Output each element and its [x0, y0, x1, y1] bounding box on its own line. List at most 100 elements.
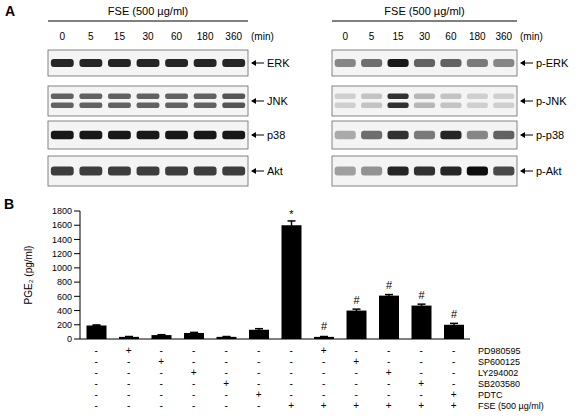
svg-text:-: -: [192, 345, 195, 356]
svg-text:1000: 1000: [52, 263, 72, 273]
svg-text:+: +: [321, 400, 327, 411]
svg-text:LY294002: LY294002: [478, 368, 518, 378]
svg-text:-: -: [420, 389, 423, 400]
svg-text:Akt: Akt: [267, 165, 283, 177]
svg-text:PD980595: PD980595: [478, 346, 521, 356]
svg-text:-: -: [387, 378, 390, 389]
svg-text:p-ERK: p-ERK: [536, 57, 569, 69]
svg-text:-: -: [225, 367, 228, 378]
svg-text:(min): (min): [520, 31, 543, 42]
svg-text:#: #: [451, 308, 458, 320]
svg-text:15: 15: [393, 31, 405, 42]
svg-text:+: +: [321, 345, 327, 356]
svg-text:-: -: [127, 389, 130, 400]
svg-text:A: A: [5, 3, 15, 19]
svg-text:360: 360: [225, 31, 242, 42]
svg-text:360: 360: [495, 31, 512, 42]
svg-text:800: 800: [57, 277, 72, 287]
svg-text:-: -: [290, 389, 293, 400]
svg-text:600: 600: [57, 292, 72, 302]
svg-text:-: -: [95, 378, 98, 389]
svg-text:-: -: [257, 367, 260, 378]
svg-text:JNK: JNK: [267, 95, 288, 107]
svg-text:-: -: [452, 356, 455, 367]
svg-text:-: -: [290, 378, 293, 389]
svg-text:-: -: [225, 356, 228, 367]
svg-text:5: 5: [88, 31, 94, 42]
svg-text:-: -: [420, 345, 423, 356]
svg-text:-: -: [420, 367, 423, 378]
svg-text:-: -: [452, 367, 455, 378]
svg-text:(min): (min): [251, 31, 274, 42]
svg-text:SB203580: SB203580: [478, 379, 520, 389]
svg-text:PGE₂ (pg/ml): PGE₂ (pg/ml): [23, 246, 34, 305]
svg-text:+: +: [418, 400, 424, 411]
svg-text:0: 0: [67, 334, 72, 344]
svg-text:30: 30: [419, 31, 431, 42]
svg-text:180: 180: [197, 31, 214, 42]
svg-text:-: -: [452, 378, 455, 389]
svg-text:400: 400: [57, 306, 72, 316]
svg-text:#: #: [353, 294, 360, 306]
svg-text:-: -: [387, 389, 390, 400]
svg-text:-: -: [322, 389, 325, 400]
svg-text:-: -: [160, 378, 163, 389]
svg-text:+: +: [353, 400, 359, 411]
svg-text:#: #: [386, 279, 393, 291]
svg-text:ERK: ERK: [267, 57, 290, 69]
svg-text:+: +: [158, 356, 164, 367]
svg-text:-: -: [160, 367, 163, 378]
svg-text:-: -: [420, 356, 423, 367]
svg-text:-: -: [355, 389, 358, 400]
svg-text:-: -: [355, 378, 358, 389]
svg-text:1200: 1200: [52, 249, 72, 259]
svg-text:-: -: [322, 367, 325, 378]
svg-text:-: -: [355, 345, 358, 356]
svg-text:-: -: [452, 345, 455, 356]
svg-text:-: -: [127, 400, 130, 411]
svg-text:*: *: [289, 208, 294, 220]
svg-text:-: -: [290, 345, 293, 356]
svg-text:+: +: [223, 378, 229, 389]
svg-text:-: -: [127, 356, 130, 367]
svg-text:-: -: [322, 356, 325, 367]
svg-text:-: -: [387, 345, 390, 356]
svg-text:-: -: [257, 345, 260, 356]
svg-text:1600: 1600: [52, 220, 72, 230]
svg-text:+: +: [418, 378, 424, 389]
svg-text:+: +: [353, 356, 359, 367]
svg-text:-: -: [160, 389, 163, 400]
svg-text:30: 30: [142, 31, 154, 42]
svg-text:200: 200: [57, 320, 72, 330]
svg-text:1800: 1800: [52, 206, 72, 216]
svg-text:-: -: [355, 367, 358, 378]
svg-text:-: -: [225, 400, 228, 411]
svg-text:-: -: [225, 389, 228, 400]
svg-text:-: -: [192, 400, 195, 411]
svg-text:+: +: [386, 400, 392, 411]
svg-text:FSE (500 µg/ml): FSE (500 µg/ml): [478, 401, 544, 411]
svg-text:FSE (500 µg/ml): FSE (500 µg/ml): [108, 5, 188, 17]
svg-text:+: +: [191, 367, 197, 378]
svg-text:5: 5: [369, 31, 375, 42]
svg-text:0: 0: [342, 31, 348, 42]
svg-text:p-p38: p-p38: [536, 129, 564, 141]
svg-text:-: -: [127, 378, 130, 389]
svg-text:p38: p38: [267, 129, 285, 141]
svg-text:p-Akt: p-Akt: [536, 165, 562, 177]
svg-text:180: 180: [469, 31, 486, 42]
svg-text:-: -: [290, 367, 293, 378]
svg-text:-: -: [225, 345, 228, 356]
svg-text:-: -: [192, 378, 195, 389]
svg-text:-: -: [257, 378, 260, 389]
svg-text:-: -: [95, 367, 98, 378]
svg-text:-: -: [192, 389, 195, 400]
svg-text:+: +: [126, 345, 132, 356]
svg-text:+: +: [451, 400, 457, 411]
svg-text:-: -: [95, 400, 98, 411]
svg-text:SP600125: SP600125: [478, 357, 520, 367]
svg-text:60: 60: [171, 31, 183, 42]
svg-text:#: #: [418, 289, 425, 301]
svg-text:-: -: [127, 367, 130, 378]
svg-text:+: +: [256, 389, 262, 400]
